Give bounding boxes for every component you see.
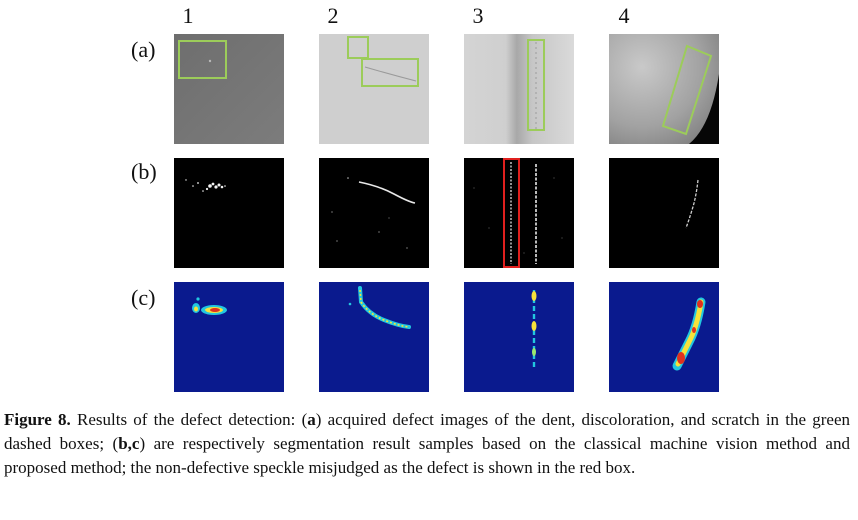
panel-a2-discoloration-image: [319, 34, 429, 144]
panel-b3-classical-segmentation: [464, 158, 574, 268]
panel-b2-classical-segmentation: [319, 158, 429, 268]
caption-text-1: Results of the defect detection: (: [70, 410, 308, 429]
green-defect-box: [347, 36, 369, 59]
panel-a4-scratch-image: [609, 34, 719, 144]
caption-ref-a: a: [307, 410, 316, 429]
row-label-c: (c): [131, 285, 156, 310]
row-label-a: (a): [131, 37, 156, 62]
panel-c4-proposed-segmentation: [609, 282, 719, 392]
panel-b1-classical-segmentation: [174, 158, 284, 268]
panel-c2-proposed-segmentation: [319, 282, 429, 392]
green-defect-box: [361, 58, 419, 87]
row-label-b: (b): [131, 159, 157, 184]
caption-text-2: ) acquired defect images of the dent, di…: [4, 410, 850, 453]
panel-b4-classical-segmentation: [609, 158, 719, 268]
column-number-2: 2: [327, 3, 339, 28]
green-defect-box: [661, 44, 713, 136]
panel-c3-proposed-segmentation: [464, 282, 574, 392]
green-defect-box: [527, 39, 545, 131]
red-misjudged-box: [503, 158, 520, 268]
column-number-1: 1: [182, 3, 194, 28]
panel-a3-scratch-image: [464, 34, 574, 144]
panel-a1-dent-image: [174, 34, 284, 144]
caption-ref-bc: b,c: [118, 434, 140, 453]
panel-c1-proposed-segmentation: [174, 282, 284, 392]
caption-text-3: ) are respectively segmentation result s…: [4, 434, 850, 477]
column-number-3: 3: [472, 3, 484, 28]
figure-caption: Figure 8. Results of the defect detectio…: [4, 408, 850, 480]
column-number-4: 4: [618, 3, 630, 28]
figure-label: Figure 8.: [4, 410, 71, 429]
green-defect-box: [178, 40, 227, 79]
